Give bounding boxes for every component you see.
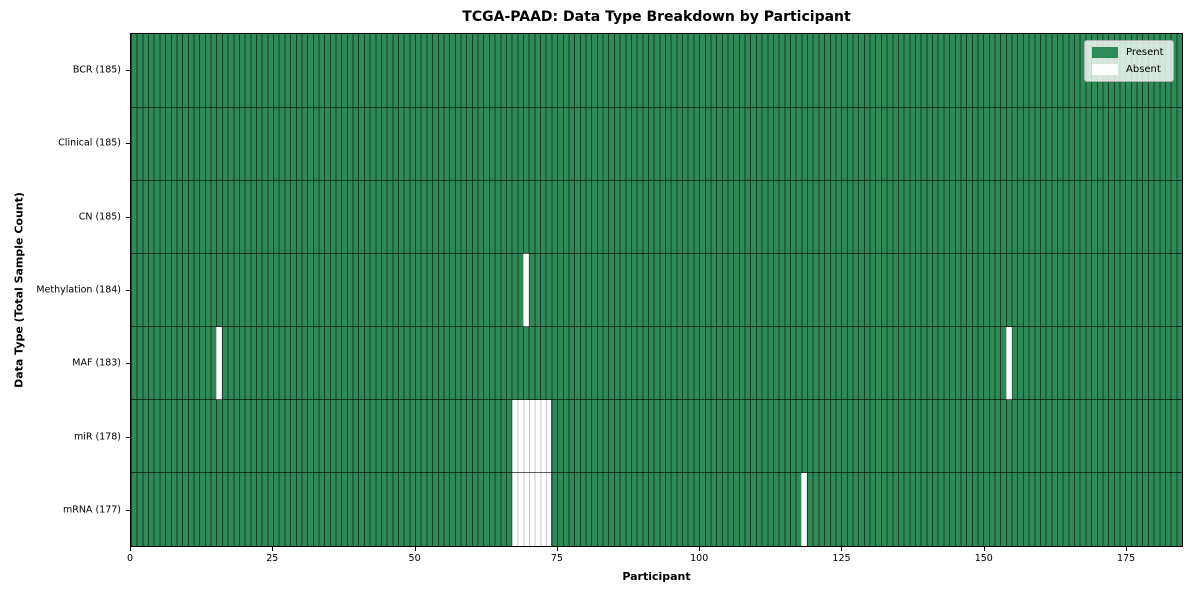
y-tick	[126, 69, 130, 71]
row-separator	[131, 179, 1182, 181]
absent-cells-mRNA	[801, 472, 808, 546]
x-tick-label: 25	[266, 553, 279, 564]
x-tick-label: 0	[126, 553, 134, 564]
legend-label: Absent	[1126, 63, 1161, 75]
y-tick-label: miR (178)	[73, 431, 121, 443]
absent-cells-Methylation	[522, 253, 529, 327]
x-tick-label: 125	[832, 553, 851, 564]
y-tick	[126, 290, 130, 291]
chart-title: TCGA-PAAD: Data Type Breakdown by Partic…	[462, 9, 851, 25]
y-axis-title: Data Type (Total Sample Count)	[12, 192, 26, 388]
y-tick-label: MAF (183)	[72, 357, 121, 369]
row-separator	[131, 399, 1182, 401]
row-separator	[131, 472, 1182, 474]
row-separator	[131, 326, 1182, 328]
x-tick-label: 150	[974, 553, 993, 564]
legend-item: Absent	[1092, 64, 1164, 75]
x-tick	[1126, 547, 1128, 551]
absent-cells-mRNA	[511, 472, 552, 546]
y-tick-label: mRNA (177)	[62, 504, 121, 516]
legend-swatch	[1092, 47, 1118, 58]
absent-cells-MAF	[1005, 326, 1012, 400]
x-tick-label: 75	[550, 553, 563, 564]
x-tick	[699, 547, 701, 551]
x-tick	[841, 547, 843, 551]
y-tick	[126, 363, 130, 365]
x-tick	[556, 547, 558, 551]
x-axis: 0 25 50 75 100 125 150 175	[126, 547, 1183, 587]
y-tick	[126, 436, 130, 438]
legend: Present Absent	[1084, 40, 1174, 82]
y-tick	[126, 143, 130, 145]
y-tick	[126, 216, 130, 218]
plot-area	[130, 33, 1183, 547]
row-separator	[131, 106, 1182, 108]
x-tick	[130, 547, 131, 551]
legend-label: Present	[1126, 46, 1164, 58]
absent-cells-miR	[511, 399, 552, 473]
x-tick-label: 175	[1117, 553, 1136, 564]
y-tick-label: BCR (185)	[72, 64, 121, 76]
absent-cells-MAF	[216, 326, 222, 400]
x-tick	[414, 547, 416, 551]
y-axis: BCR (185) Clinical (185) CN (185) Methylati…	[0, 33, 130, 547]
y-tick-label: Methylation (184)	[36, 284, 121, 296]
x-tick-label: 100	[690, 553, 709, 564]
y-tick	[126, 510, 130, 512]
x-tick-label: 50	[408, 553, 421, 564]
legend-item: Present	[1092, 47, 1164, 58]
x-tick	[983, 547, 985, 551]
legend-swatch	[1092, 64, 1118, 75]
x-axis-title: Participant	[622, 570, 691, 583]
x-tick	[272, 547, 274, 551]
y-tick-label: CN (185)	[78, 211, 121, 223]
row-separator	[131, 252, 1182, 254]
y-tick-label: Clinical (185)	[58, 137, 121, 149]
